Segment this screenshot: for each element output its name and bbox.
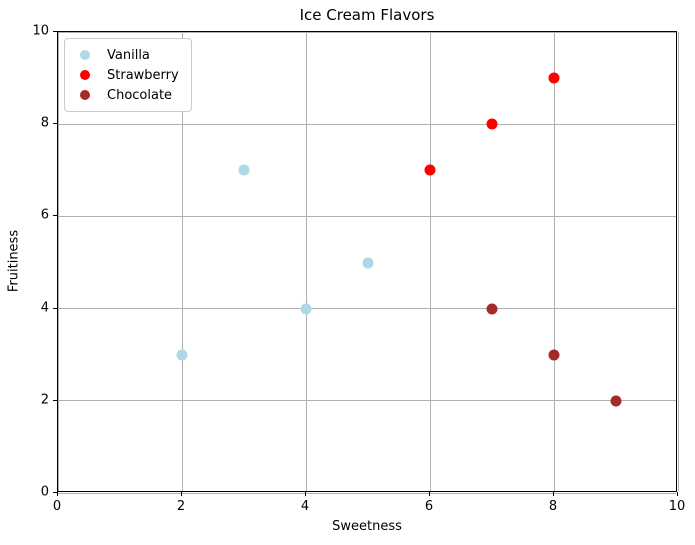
y-axis-label: Fruitiness — [6, 229, 22, 293]
data-point-vanilla — [300, 303, 312, 315]
x-tick-label: 8 — [548, 499, 558, 514]
legend: Vanilla Strawberry Chocolate — [64, 38, 192, 112]
y-tick-label: 2 — [40, 392, 49, 408]
grid-line-vertical — [429, 32, 431, 491]
y-tick-mark — [53, 215, 57, 217]
data-point-vanilla — [176, 349, 188, 361]
legend-marker-icon — [80, 70, 90, 80]
data-point-vanilla — [238, 164, 250, 176]
x-tick-mark — [553, 492, 554, 496]
x-tick-mark — [57, 492, 58, 496]
chart-title: Ice Cream Flavors — [299, 6, 435, 24]
data-point-strawberry — [424, 164, 436, 176]
x-tick-mark — [305, 492, 306, 496]
x-tick-mark — [677, 492, 678, 496]
data-point-chocolate — [610, 395, 622, 407]
x-tick-label: 10 — [668, 499, 686, 514]
grid-line-horizontal — [58, 492, 676, 494]
grid-line-vertical — [305, 32, 307, 491]
grid-line-vertical — [57, 32, 59, 491]
x-tick-mark — [429, 492, 430, 496]
grid-line-horizontal — [58, 123, 676, 125]
legend-item-vanilla: Vanilla — [73, 45, 179, 65]
legend-item-chocolate: Chocolate — [73, 85, 179, 105]
grid-line-horizontal — [58, 31, 676, 33]
data-point-chocolate — [548, 349, 560, 361]
legend-label: Strawberry — [107, 67, 179, 83]
x-tick-label: 0 — [52, 499, 62, 514]
grid-line-vertical — [677, 32, 679, 491]
legend-marker-icon — [80, 90, 90, 100]
y-tick-label: 10 — [32, 23, 49, 39]
legend-marker-icon — [80, 50, 90, 60]
y-tick-label: 8 — [40, 115, 49, 131]
grid-line-horizontal — [58, 308, 676, 310]
grid-line-vertical — [553, 32, 555, 491]
y-tick-mark — [53, 123, 57, 125]
data-point-strawberry — [548, 72, 560, 84]
data-point-chocolate — [486, 303, 498, 315]
y-tick-label: 6 — [40, 207, 49, 223]
legend-item-strawberry: Strawberry — [73, 65, 179, 85]
legend-label: Vanilla — [107, 47, 150, 63]
grid-line-horizontal — [58, 400, 676, 402]
plot-area: Vanilla Strawberry Chocolate — [57, 31, 679, 494]
data-point-strawberry — [486, 118, 498, 130]
x-tick-label: 4 — [300, 499, 310, 514]
grid-line-vertical — [181, 32, 183, 491]
legend-label: Chocolate — [107, 87, 173, 103]
y-tick-mark — [53, 307, 57, 309]
y-tick-mark — [53, 31, 57, 32]
grid-line-horizontal — [58, 215, 676, 217]
y-tick-mark — [53, 492, 57, 493]
y-tick-label: 4 — [40, 300, 49, 316]
y-tick-mark — [53, 399, 57, 401]
x-tick-mark — [181, 492, 182, 496]
x-axis-label: Sweetness — [332, 519, 402, 534]
x-tick-label: 6 — [424, 499, 434, 514]
y-tick-label: 0 — [40, 484, 49, 500]
data-point-vanilla — [362, 257, 374, 268]
x-tick-label: 2 — [176, 499, 186, 514]
